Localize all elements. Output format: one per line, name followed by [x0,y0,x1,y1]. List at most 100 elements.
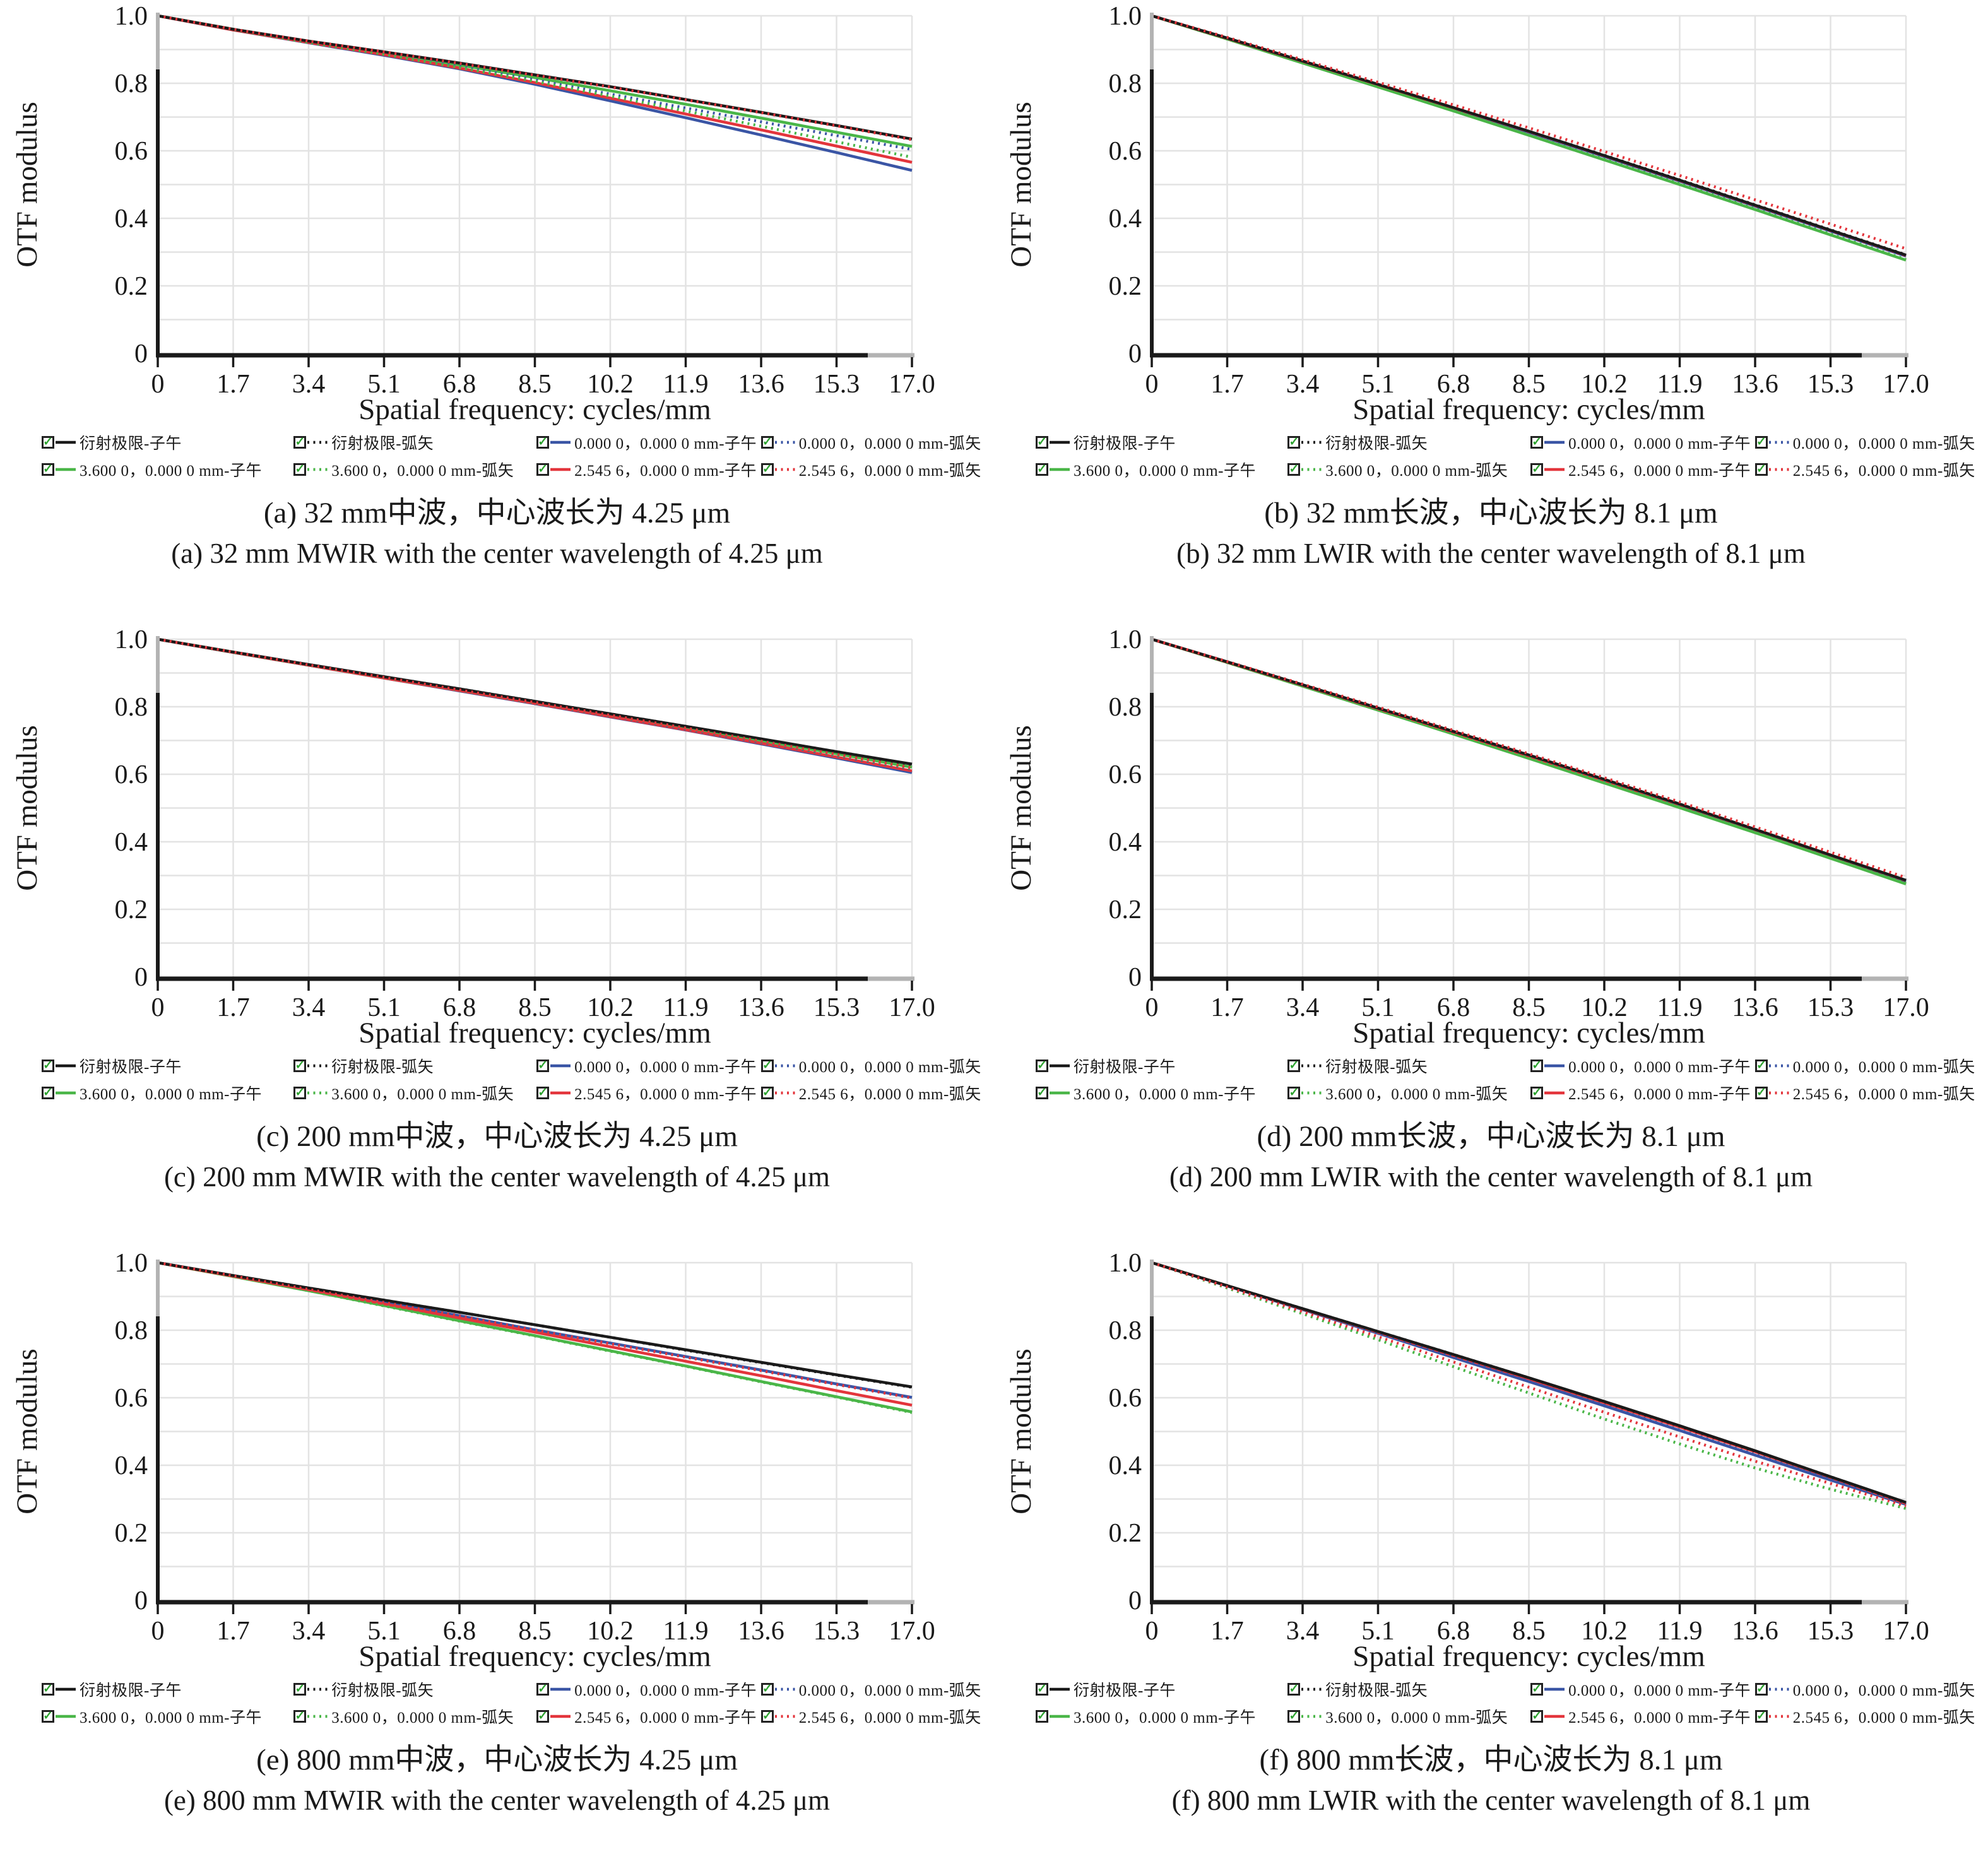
legend-item: ✓ 衍射极限-子午 [42,1054,293,1077]
legend-checkbox-icon[interactable]: ✓ [1036,463,1048,476]
legend-line-swatch [1050,1715,1070,1718]
chart-panel-b: 0 1.7 3.4 5.1 6.8 8.5 10.2 11.9 13.6 15.3 17.0 0 0.2… [994,0,1988,623]
legend-item-label: 0.000 0，0.000 0 mm-弧矢 [798,1682,981,1699]
legend-item: ✓ 3.600 0，0.000 0 mm-子午 [42,1705,293,1728]
legend-checkbox-icon[interactable]: ✓ [42,436,54,449]
x-tick-label: 1.7 [216,1617,250,1646]
legend-checkbox-icon[interactable]: ✓ [42,1087,54,1099]
legend-item-label: 3.600 0，0.000 0 mm-子午 [1074,1086,1256,1103]
legend-checkbox-icon[interactable]: ✓ [293,1087,307,1099]
y-tick-label: 0.8 [115,69,148,98]
curve-red-dotted [1151,1261,1907,1508]
legend-checkbox-icon[interactable]: ✓ [1036,436,1048,449]
legend-checkbox-icon[interactable]: ✓ [42,1059,54,1072]
x-tick-label: 17.0 [1883,370,1929,399]
y-tick-label: 0 [134,1586,148,1615]
legend-checkbox-icon[interactable]: ✓ [1287,1710,1301,1723]
legend-checkbox-icon[interactable]: ✓ [1036,1087,1048,1099]
legend-checkbox-icon[interactable]: ✓ [1754,1087,1768,1099]
legend-checkbox-icon[interactable]: ✓ [1287,1683,1301,1696]
x-tick-label: 8.5 [1512,993,1546,1022]
legend-item-label: 衍射极限-弧矢 [1325,435,1428,452]
legend-checkbox-icon[interactable]: ✓ [293,436,307,449]
legend-checkbox-icon[interactable]: ✓ [536,436,550,449]
legend-item-label: 0.000 0，0.000 0 mm-弧矢 [1792,1682,1975,1699]
legend-checkbox-icon[interactable]: ✓ [760,1087,774,1099]
x-tick-label: 0 [151,370,165,399]
legend-checkbox-icon[interactable]: ✓ [42,463,54,476]
legend-checkbox-icon[interactable]: ✓ [536,1683,550,1696]
x-tick-label: 6.8 [1437,993,1470,1022]
legend-checkbox-icon[interactable]: ✓ [1530,463,1544,476]
curve-black-solid [1151,637,1907,882]
legend-checkbox-icon[interactable]: ✓ [1287,463,1301,476]
x-axis-title: Spatial frequency: cycles/mm [1352,1640,1705,1673]
legend-checkbox-icon[interactable]: ✓ [1036,1710,1048,1723]
legend-checkbox-icon[interactable]: ✓ [536,1059,550,1072]
curve-green-dotted [1151,1261,1907,1510]
legend-checkbox-icon[interactable]: ✓ [1530,436,1544,449]
legend-item: ✓ 衍射极限-子午 [1036,1054,1287,1077]
legend-checkbox-icon[interactable]: ✓ [293,1683,307,1696]
legend-checkbox-icon[interactable]: ✓ [536,1710,550,1723]
legend-checkbox-icon[interactable]: ✓ [1287,436,1301,449]
legend-line-swatch [774,1715,795,1718]
legend-item: ✓ 2.545 6，0.000 0 mm-子午 [1530,1705,1755,1728]
legend-checkbox-icon[interactable]: ✓ [1754,1710,1768,1723]
otf-chart: 0 1.7 3.4 5.1 6.8 8.5 10.2 11.9 13.6 15.3 17.0 0 0.2… [11,1249,935,1673]
legend-checkbox-icon[interactable]: ✓ [1530,1059,1544,1072]
legend-checkbox-icon[interactable]: ✓ [1754,436,1768,449]
legend-checkbox-icon[interactable]: ✓ [1530,1710,1544,1723]
legend-checkbox-icon[interactable]: ✓ [1287,1087,1301,1099]
legend-line-swatch [1544,1091,1565,1095]
legend-checkbox-icon[interactable]: ✓ [760,1710,774,1723]
legend-item: ✓ 2.545 6，0.000 0 mm-子午 [536,1705,761,1728]
legend-checkbox-icon[interactable]: ✓ [1036,1059,1048,1072]
legend-checkbox-icon[interactable]: ✓ [1754,1059,1768,1072]
legend-item: ✓ 3.600 0，0.000 0 mm-弧矢 [1287,458,1530,481]
x-axis-title: Spatial frequency: cycles/mm [1352,393,1705,426]
caption-en: (a) 32 mm MWIR with the center wavelengt… [171,537,823,569]
legend-item-label: 3.600 0，0.000 0 mm-弧矢 [1325,1086,1508,1103]
x-tick-label: 15.3 [1808,370,1854,399]
legend-checkbox-icon[interactable]: ✓ [293,1059,307,1072]
legend-checkbox-icon[interactable]: ✓ [1754,1683,1768,1696]
legend-checkbox-icon[interactable]: ✓ [760,436,774,449]
legend-item: ✓ 2.545 6，0.000 0 mm-弧矢 [760,1082,981,1104]
chart-legend: ✓ 衍射极限-子午 ✓ 衍射极限-弧矢 ✓ 0.000 0，0.000 0 mm-子午 ✓ 0… [42,1678,981,1728]
caption-zh: (a) 32 mm中波，中心波长为 4.25 μm [263,497,731,529]
x-tick-label: 17.0 [889,370,935,399]
curve-green-dotted [1151,14,1907,261]
legend-checkbox-icon[interactable]: ✓ [1287,1059,1301,1072]
x-tick-label: 11.9 [1657,370,1703,399]
legend-checkbox-icon[interactable]: ✓ [760,1683,774,1696]
legend-checkbox-icon[interactable]: ✓ [1754,463,1768,476]
curve-green-dotted [157,1261,913,1414]
legend-item: ✓ 衍射极限-子午 [1036,1678,1287,1701]
y-tick-label: 0.6 [1109,1384,1142,1413]
legend-checkbox-icon[interactable]: ✓ [760,463,774,476]
x-tick-label: 5.1 [1361,993,1395,1022]
chart-panel-a: 0 1.7 3.4 5.1 6.8 8.5 10.2 11.9 13.6 15.3 17.0 0 0.2… [0,0,994,623]
legend-checkbox-icon[interactable]: ✓ [536,1087,550,1099]
legend-item-label: 3.600 0，0.000 0 mm-弧矢 [331,463,514,480]
legend-item-label: 0.000 0，0.000 0 mm-弧矢 [1792,435,1975,452]
legend-checkbox-icon[interactable]: ✓ [293,463,307,476]
legend-checkbox-icon[interactable]: ✓ [1036,1683,1048,1696]
legend-checkbox-icon[interactable]: ✓ [760,1059,774,1072]
legend-checkbox-icon[interactable]: ✓ [42,1710,54,1723]
legend-checkbox-icon[interactable]: ✓ [42,1683,54,1696]
legend-checkbox-icon[interactable]: ✓ [1530,1087,1544,1099]
x-tick-label: 15.3 [1808,1617,1854,1646]
y-tick-label: 0.4 [1109,828,1142,857]
legend-item-label: 0.000 0，0.000 0 mm-子午 [1568,1059,1751,1076]
legend-checkbox-icon[interactable]: ✓ [1530,1683,1544,1696]
legend-line-swatch [1301,468,1322,471]
x-axis-title: Spatial frequency: cycles/mm [1352,1017,1705,1049]
legend-item-label: 3.600 0，0.000 0 mm-子午 [1074,1709,1256,1726]
x-tick-label: 0 [151,993,165,1022]
legend-checkbox-icon[interactable]: ✓ [293,1710,307,1723]
caption-en: (f) 800 mm LWIR with the center waveleng… [1171,1784,1811,1816]
legend-item: ✓ 衍射极限-弧矢 [293,1054,536,1077]
legend-checkbox-icon[interactable]: ✓ [536,463,550,476]
